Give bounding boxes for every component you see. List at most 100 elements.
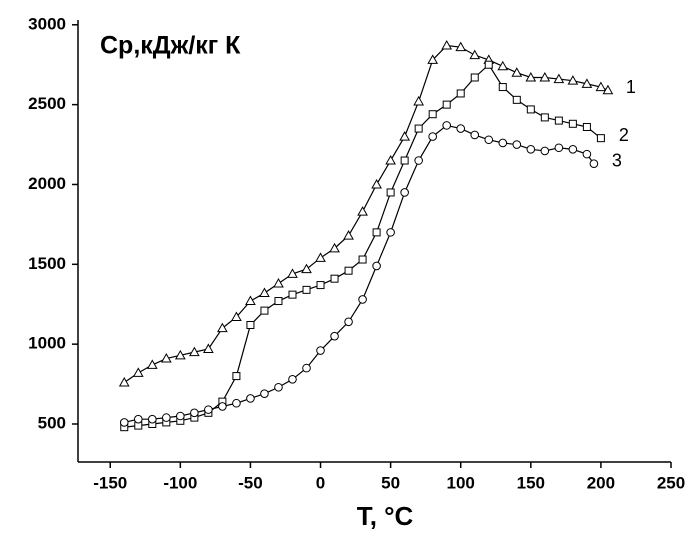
y-tick-label: 500 (38, 413, 66, 432)
point (146, 359, 158, 369)
point (456, 124, 466, 133)
point (414, 124, 423, 133)
point (344, 266, 353, 275)
point (273, 277, 284, 288)
y-tick-label: 2500 (28, 94, 66, 113)
point (245, 295, 256, 306)
point (414, 156, 423, 165)
point (385, 155, 396, 165)
point (119, 418, 129, 427)
point (372, 261, 381, 271)
point (400, 156, 409, 165)
point (232, 372, 241, 381)
point (525, 71, 537, 82)
y-tick-label: 3000 (28, 14, 66, 33)
point (596, 134, 605, 143)
point (554, 143, 564, 153)
point (568, 145, 578, 154)
x-tick-label: 50 (381, 473, 400, 492)
point (218, 402, 227, 411)
point (539, 71, 551, 82)
point (512, 140, 522, 149)
point (190, 408, 199, 418)
point (162, 413, 171, 422)
x-axis-label: T, °C (357, 501, 414, 531)
point (456, 89, 465, 98)
point (581, 78, 593, 88)
point (232, 398, 241, 408)
point (386, 228, 395, 237)
series-label: 3 (612, 150, 622, 170)
point (400, 188, 409, 197)
chart-title: Cp,кДж/кг К (100, 32, 241, 60)
series-label: 1 (626, 77, 636, 97)
y-tick-label: 2000 (28, 174, 66, 193)
point (343, 230, 354, 240)
point (470, 73, 479, 82)
point (567, 75, 579, 85)
point (302, 363, 311, 373)
point (582, 149, 592, 159)
point (540, 146, 550, 156)
point (399, 131, 410, 141)
point (498, 138, 508, 148)
point (554, 116, 563, 125)
point (455, 41, 467, 52)
x-tick-label: -150 (93, 473, 127, 492)
x-tick-label: -100 (163, 473, 197, 492)
point (512, 95, 521, 104)
point (441, 40, 453, 50)
point (329, 242, 340, 253)
point (344, 317, 353, 327)
point (413, 95, 425, 106)
point (526, 105, 535, 114)
point (287, 268, 298, 278)
point (358, 295, 367, 304)
point (469, 49, 481, 60)
point (160, 353, 172, 363)
point (330, 274, 339, 283)
point (498, 83, 507, 92)
point (428, 110, 437, 119)
point (371, 178, 382, 189)
point (274, 297, 283, 306)
point (174, 349, 186, 360)
point (133, 414, 143, 424)
point (260, 306, 269, 315)
point (148, 414, 157, 424)
point (484, 60, 493, 69)
point (316, 346, 325, 355)
point (526, 145, 536, 154)
point (386, 188, 395, 197)
x-tick-label: -50 (238, 473, 263, 492)
point (428, 132, 437, 141)
point (217, 322, 228, 333)
point (260, 389, 269, 398)
point (484, 135, 494, 145)
point (497, 60, 509, 71)
point (302, 285, 311, 294)
point (288, 374, 297, 384)
point (330, 331, 339, 341)
x-tick-label: 100 (447, 473, 475, 492)
point (568, 119, 577, 128)
point (511, 67, 523, 77)
point (316, 281, 325, 290)
point (315, 252, 326, 262)
point (176, 411, 185, 421)
x-tick-label: 0 (316, 473, 325, 492)
point (132, 367, 144, 377)
point (246, 320, 255, 329)
point (595, 81, 607, 92)
point (231, 311, 242, 322)
x-tick-label: 150 (517, 473, 545, 492)
series-label: 2 (619, 125, 629, 145)
x-tick-label: 200 (587, 473, 615, 492)
point (246, 394, 255, 403)
point (288, 290, 297, 299)
point (470, 130, 480, 140)
point (204, 405, 213, 414)
point (602, 84, 614, 95)
point (118, 376, 130, 387)
